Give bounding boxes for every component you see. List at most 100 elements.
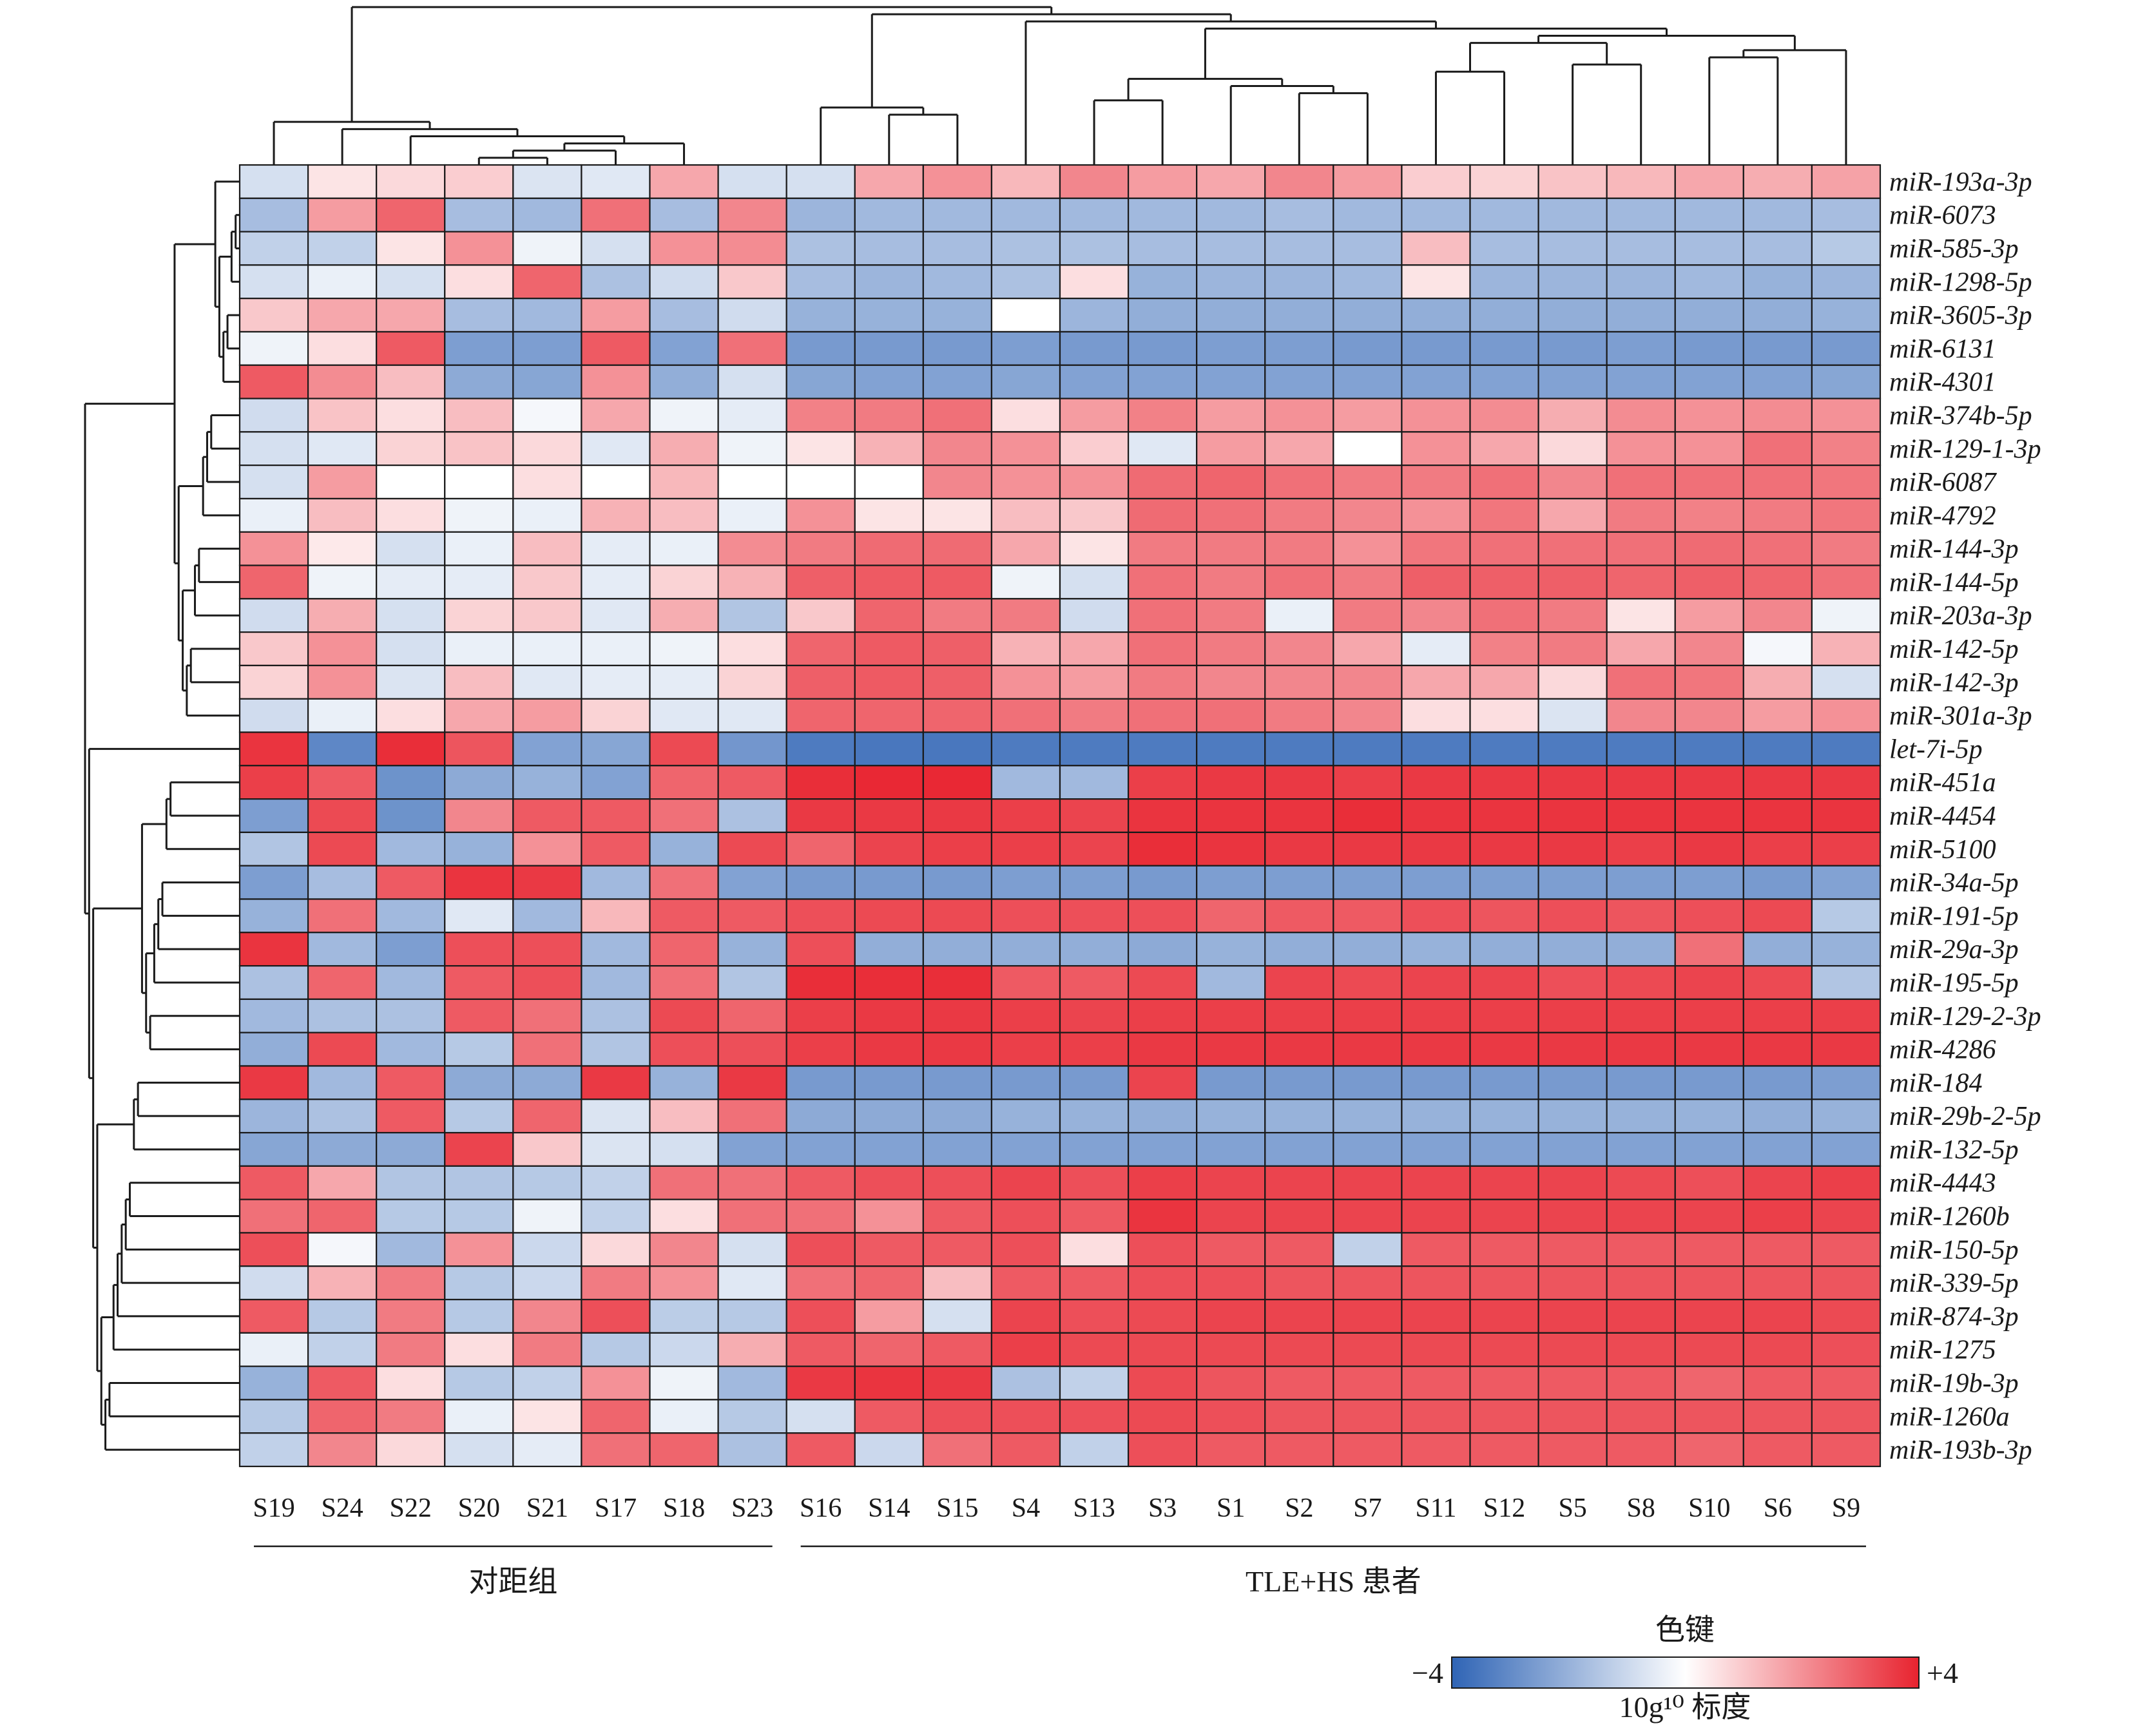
heatmap-cell xyxy=(1196,398,1266,433)
heatmap-cell xyxy=(990,197,1061,233)
heatmap-cell xyxy=(238,831,309,867)
heatmap-cell xyxy=(1127,1432,1198,1468)
heatmap-cell xyxy=(990,331,1061,366)
heatmap-cell xyxy=(649,1065,719,1100)
heatmap-cell xyxy=(1196,731,1266,767)
heatmap-cell xyxy=(307,298,378,333)
heatmap-cell xyxy=(512,331,582,366)
heatmap-cell xyxy=(1811,497,1882,533)
heatmap-cell xyxy=(512,1198,582,1234)
heatmap-cell xyxy=(1264,564,1334,600)
heatmap-cell xyxy=(1811,1099,1882,1134)
heatmap-cell xyxy=(581,1065,651,1100)
heatmap-cell xyxy=(990,564,1061,600)
heatmap-cell xyxy=(785,564,856,600)
heatmap-cell xyxy=(581,1265,651,1301)
heatmap-cell xyxy=(1674,465,1744,500)
heatmap-cell xyxy=(1196,431,1266,466)
heatmap-cell xyxy=(1196,564,1266,600)
heatmap-cell xyxy=(307,1032,378,1067)
heatmap-cell xyxy=(649,364,719,399)
heatmap-cell xyxy=(444,164,514,199)
heatmap-cell xyxy=(307,1298,378,1334)
heatmap-cell xyxy=(1127,898,1198,934)
heatmap-cell xyxy=(444,431,514,466)
heatmap-cell xyxy=(990,731,1061,767)
heatmap-cell xyxy=(512,1365,582,1401)
heatmap-cell xyxy=(1537,531,1608,566)
heatmap-cell xyxy=(717,1298,787,1334)
heatmap-cell xyxy=(1469,698,1539,733)
heatmap-cell xyxy=(1469,164,1539,199)
row-label: miR-129-1-3p xyxy=(1889,434,2041,464)
heatmap-cell xyxy=(717,731,787,767)
column-label: S6 xyxy=(1764,1493,1792,1523)
heatmap-cell xyxy=(1333,1131,1403,1167)
heatmap-cell xyxy=(376,698,446,733)
heatmap-cell xyxy=(717,664,787,700)
heatmap-cell xyxy=(1059,664,1130,700)
heatmap-cell xyxy=(922,1099,993,1134)
heatmap-cell xyxy=(1127,765,1198,800)
heatmap-cell xyxy=(717,231,787,266)
heatmap-cell xyxy=(1674,1065,1744,1100)
heatmap-cell xyxy=(307,164,378,199)
heatmap-cell xyxy=(1811,1198,1882,1234)
heatmap-cell xyxy=(1264,431,1334,466)
heatmap-cell xyxy=(1537,197,1608,233)
heatmap-cell xyxy=(238,765,309,800)
heatmap-cell xyxy=(1537,497,1608,533)
heatmap-cell xyxy=(1401,598,1471,633)
heatmap-cell xyxy=(1059,1432,1130,1468)
heatmap-cell xyxy=(717,1332,787,1367)
heatmap-cell xyxy=(238,431,309,466)
row-label: miR-3605-3p xyxy=(1889,301,2032,331)
heatmap-cell xyxy=(1674,1298,1744,1334)
heatmap-cell xyxy=(854,398,924,433)
heatmap-cell xyxy=(922,765,993,800)
heatmap-cell xyxy=(785,831,856,867)
heatmap-cell xyxy=(1059,998,1130,1033)
heatmap-cell xyxy=(238,531,309,566)
color-key-title: 色键 xyxy=(1655,1613,1715,1646)
heatmap-cell xyxy=(1264,698,1334,733)
heatmap-cell xyxy=(649,398,719,433)
heatmap-cell xyxy=(1606,965,1676,1000)
heatmap-cell xyxy=(512,298,582,333)
heatmap-cell xyxy=(307,932,378,967)
heatmap-cell xyxy=(990,664,1061,700)
heatmap-cell xyxy=(854,331,924,366)
heatmap-cell xyxy=(307,965,378,1000)
heatmap-cell xyxy=(1537,1298,1608,1334)
heatmap-cell xyxy=(1606,1198,1676,1234)
heatmap-cell xyxy=(307,1065,378,1100)
heatmap-cell xyxy=(990,1298,1061,1334)
heatmap-cell xyxy=(512,831,582,867)
heatmap-cell xyxy=(1333,497,1403,533)
heatmap-cell xyxy=(1127,331,1198,366)
row-label: miR-1275 xyxy=(1889,1336,1996,1365)
heatmap-cell xyxy=(1333,865,1403,900)
heatmap-cell xyxy=(1127,164,1198,199)
heatmap-cell xyxy=(1059,831,1130,867)
heatmap-cell xyxy=(1674,1099,1744,1134)
heatmap-cell xyxy=(1742,264,1813,300)
heatmap-cell xyxy=(512,431,582,466)
heatmap-cell xyxy=(376,1232,446,1267)
heatmap-cell xyxy=(1537,765,1608,800)
row-label: miR-142-5p xyxy=(1889,635,2019,664)
heatmap-cell xyxy=(1811,298,1882,333)
heatmap-cell xyxy=(444,497,514,533)
heatmap-cell xyxy=(1127,1032,1198,1067)
heatmap-cell xyxy=(307,364,378,399)
heatmap-cell xyxy=(1196,664,1266,700)
heatmap-cell xyxy=(1811,932,1882,967)
heatmap-cell xyxy=(512,398,582,433)
heatmap-cell xyxy=(1742,598,1813,633)
heatmap-cell xyxy=(581,398,651,433)
heatmap-cell xyxy=(1333,765,1403,800)
row-label: miR-6073 xyxy=(1889,201,1996,231)
heatmap-cell xyxy=(376,497,446,533)
heatmap-cell xyxy=(1401,331,1471,366)
heatmap-cell xyxy=(1127,631,1198,667)
